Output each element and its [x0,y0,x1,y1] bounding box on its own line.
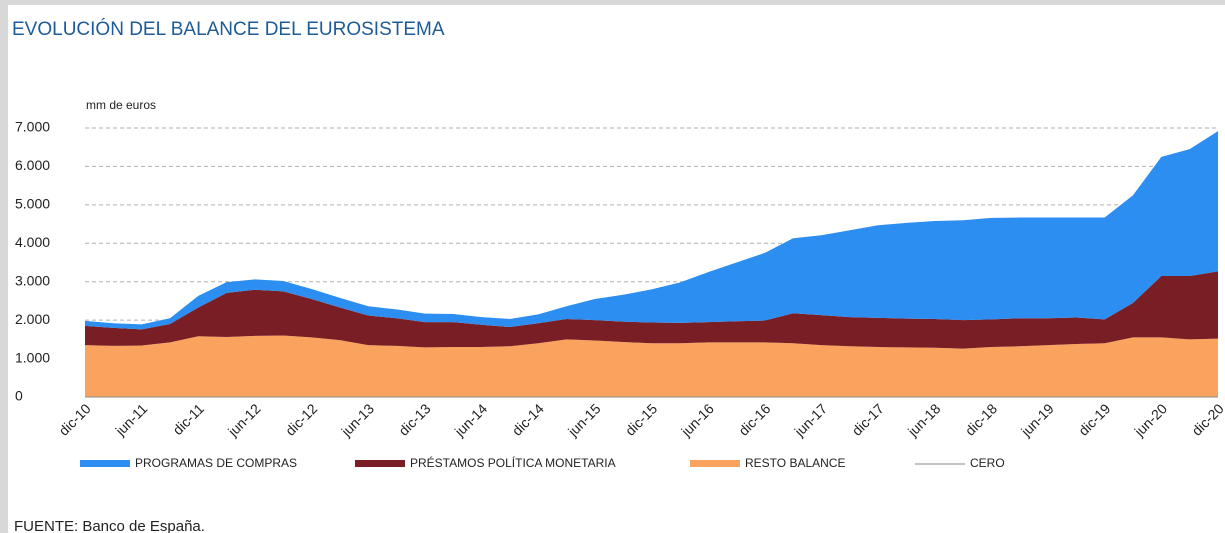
legend-swatch [355,460,405,467]
y-tick-label: 7.000 [15,119,50,135]
y-tick-label: 2.000 [15,311,50,327]
legend-label: PRÉSTAMOS POLÍTICA MONETARIA [410,455,616,470]
area [85,271,1218,349]
legend-label: CERO [970,456,1005,470]
legend-label: PROGRAMAS DE COMPRAS [135,456,297,470]
legend-swatch [690,460,740,467]
y-tick-label: 4.000 [15,234,50,250]
legend-label: RESTO BALANCE [745,456,845,470]
y-tick-label: 3.000 [15,272,50,288]
area [85,335,1218,397]
y-tick-label: 0 [15,388,23,404]
y-axis-label: mm de euros [86,98,156,112]
legend-swatch [80,460,130,467]
y-tick-label: 1.000 [15,349,50,365]
chart-title: EVOLUCIÓN DEL BALANCE DEL EUROSISTEMA [12,18,445,40]
y-tick-label: 6.000 [15,157,50,173]
y-tick-label: 5.000 [15,196,50,212]
area [85,131,1218,330]
source: FUENTE: Banco de España. [14,518,205,533]
